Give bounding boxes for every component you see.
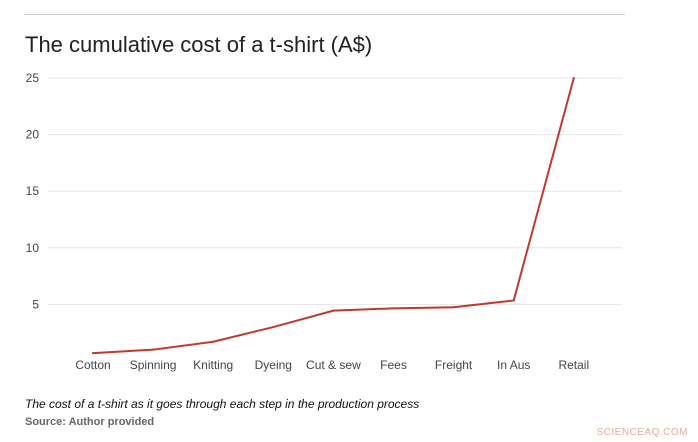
- x-tick-label: Cotton: [75, 358, 110, 372]
- data-point: [512, 299, 515, 302]
- top-rule: [24, 14, 625, 15]
- y-tick-label: 25: [26, 71, 40, 85]
- data-point: [392, 307, 395, 310]
- chart-caption: The cost of a t-shirt as it goes through…: [25, 397, 420, 411]
- series-line: [92, 77, 575, 355]
- source-credit: Source: Author provided: [25, 416, 155, 428]
- chart-title: The cumulative cost of a t-shirt (A$): [25, 32, 373, 57]
- data-point: [452, 306, 455, 309]
- y-tick-label: 15: [26, 184, 40, 198]
- x-tick-label: Retail: [558, 358, 589, 372]
- x-tick-label: Fees: [380, 358, 407, 372]
- data-point: [92, 352, 94, 355]
- y-tick-label: 20: [26, 128, 40, 142]
- x-tick-label: Dyeing: [255, 358, 292, 372]
- watermark: SCIENCEAQ.COM: [596, 427, 688, 438]
- x-tick-label: Freight: [435, 358, 473, 372]
- data-point: [212, 340, 215, 343]
- data-point: [272, 326, 275, 329]
- y-tick-label: 5: [32, 297, 39, 311]
- x-tick-label: Cut & sew: [306, 358, 361, 372]
- data-point: [152, 348, 155, 351]
- data-point: [332, 309, 335, 312]
- y-tick-label: 10: [26, 241, 40, 255]
- x-tick-label: Spinning: [130, 358, 177, 372]
- x-tick-label: In Aus: [497, 358, 530, 372]
- data-point: [572, 77, 575, 79]
- x-tick-label: Knitting: [193, 358, 233, 372]
